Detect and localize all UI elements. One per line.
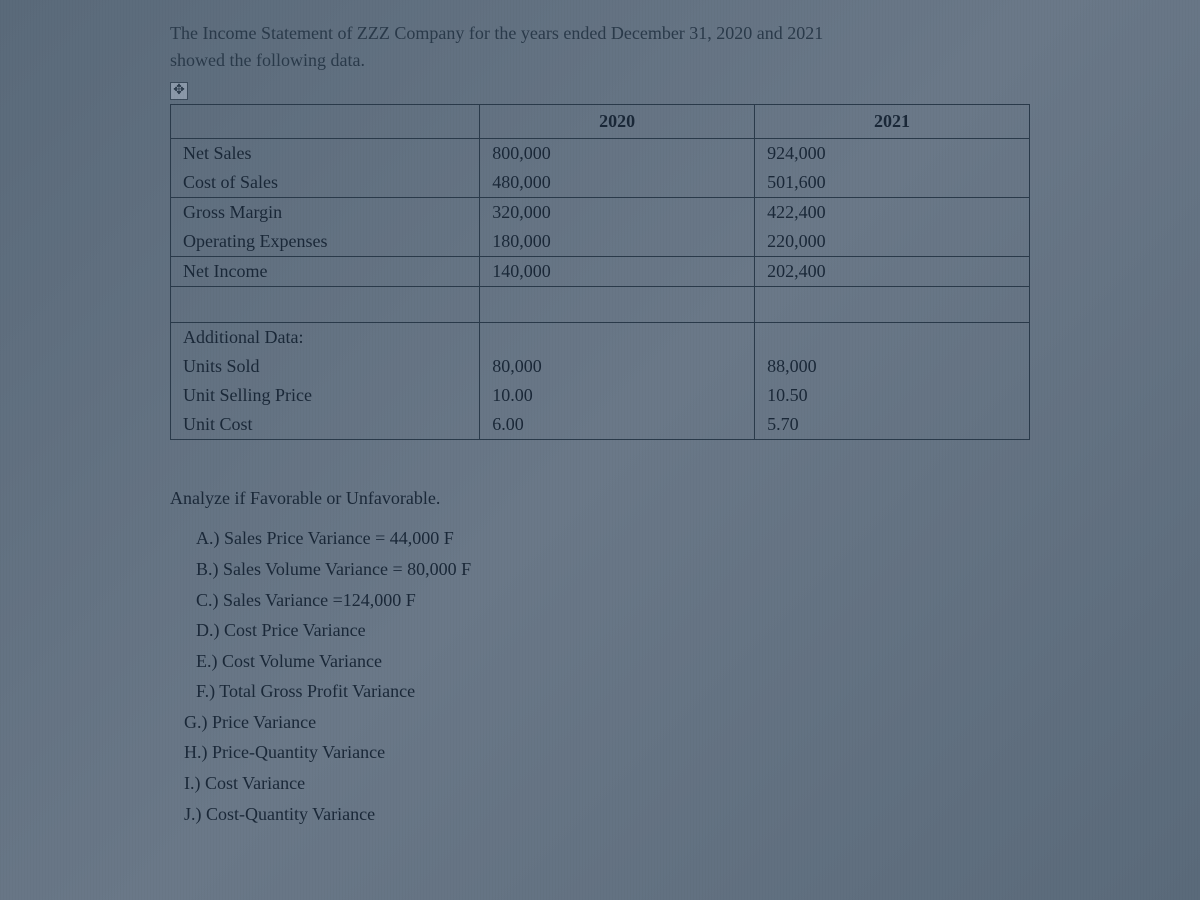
row-label: Cost of Sales xyxy=(171,168,480,198)
row-label: Units Sold xyxy=(171,352,480,381)
table-row: Units Sold 80,000 88,000 xyxy=(171,352,1030,381)
row-2021: 220,000 xyxy=(755,227,1030,257)
row-2020: 480,000 xyxy=(480,168,755,198)
row-2020: 180,000 xyxy=(480,227,755,257)
table-row: Net Sales 800,000 924,000 xyxy=(171,139,1030,169)
row-2021: 88,000 xyxy=(755,352,1030,381)
intro-line1: The Income Statement of ZZZ Company for … xyxy=(170,23,823,43)
intro-line2: showed the following data. xyxy=(170,50,365,70)
analysis-list: A.) Sales Price Variance = 44,000 F B.) … xyxy=(170,523,1030,829)
row-2020: 6.00 xyxy=(480,410,755,440)
row-2021: 501,600 xyxy=(755,168,1030,198)
list-item: F.) Total Gross Profit Variance xyxy=(196,676,1030,707)
list-item: J.) Cost-Quantity Variance xyxy=(184,799,1030,830)
list-item: A.) Sales Price Variance = 44,000 F xyxy=(196,523,1030,554)
row-label: Net Sales xyxy=(171,139,480,169)
list-item: C.) Sales Variance =124,000 F xyxy=(196,585,1030,616)
list-item: B.) Sales Volume Variance = 80,000 F xyxy=(196,554,1030,585)
analysis-section: Analyze if Favorable or Unfavorable. A.)… xyxy=(170,488,1030,829)
row-2020: 10.00 xyxy=(480,381,755,410)
intro-text: The Income Statement of ZZZ Company for … xyxy=(170,20,1030,74)
header-empty xyxy=(171,105,480,139)
header-2020: 2020 xyxy=(480,105,755,139)
table-row: Net Income 140,000 202,400 xyxy=(171,257,1030,287)
list-item: G.) Price Variance xyxy=(184,707,1030,738)
move-icon[interactable]: ✥ xyxy=(170,82,188,100)
row-label: Unit Cost xyxy=(171,410,480,440)
row-2020: 320,000 xyxy=(480,198,755,228)
row-label: Unit Selling Price xyxy=(171,381,480,410)
list-item: E.) Cost Volume Variance xyxy=(196,646,1030,677)
row-2021: 10.50 xyxy=(755,381,1030,410)
table-row: Operating Expenses 180,000 220,000 xyxy=(171,227,1030,257)
row-2021: 202,400 xyxy=(755,257,1030,287)
analysis-title: Analyze if Favorable or Unfavorable. xyxy=(170,488,1030,509)
row-label: Net Income xyxy=(171,257,480,287)
row-2020: 80,000 xyxy=(480,352,755,381)
table-row: Unit Selling Price 10.00 10.50 xyxy=(171,381,1030,410)
row-2021: 924,000 xyxy=(755,139,1030,169)
table-spacer-row xyxy=(171,287,1030,323)
row-label: Gross Margin xyxy=(171,198,480,228)
table-row: Unit Cost 6.00 5.70 xyxy=(171,410,1030,440)
table-row: Cost of Sales 480,000 501,600 xyxy=(171,168,1030,198)
table-header-row: 2020 2021 xyxy=(171,105,1030,139)
row-2020: 140,000 xyxy=(480,257,755,287)
list-item: H.) Price-Quantity Variance xyxy=(184,737,1030,768)
table-row: Additional Data: xyxy=(171,323,1030,353)
income-statement-table: 2020 2021 Net Sales 800,000 924,000 Cost… xyxy=(170,104,1030,440)
additional-header: Additional Data: xyxy=(171,323,480,353)
list-item: D.) Cost Price Variance xyxy=(196,615,1030,646)
table-row: Gross Margin 320,000 422,400 xyxy=(171,198,1030,228)
list-item: I.) Cost Variance xyxy=(184,768,1030,799)
row-2021: 422,400 xyxy=(755,198,1030,228)
row-label: Operating Expenses xyxy=(171,227,480,257)
row-2021: 5.70 xyxy=(755,410,1030,440)
row-2020: 800,000 xyxy=(480,139,755,169)
header-2021: 2021 xyxy=(755,105,1030,139)
